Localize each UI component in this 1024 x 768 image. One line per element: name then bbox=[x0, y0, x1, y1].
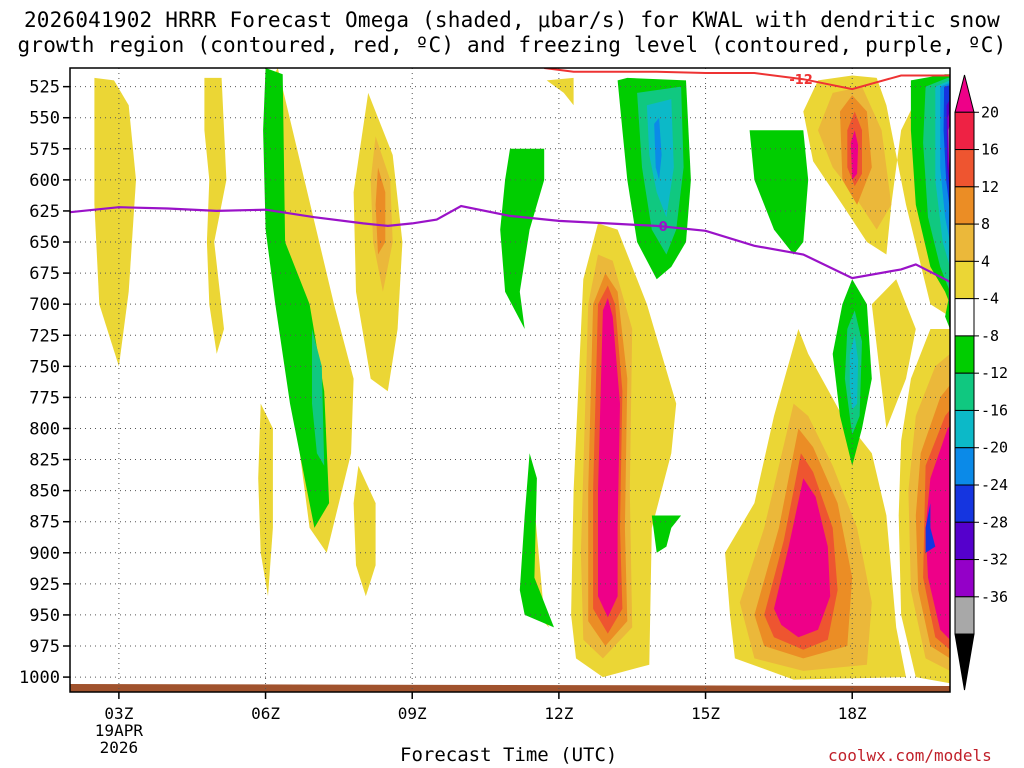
plot-frame bbox=[69, 67, 951, 693]
omega-region-4 bbox=[258, 403, 273, 597]
omega-region-4 bbox=[94, 77, 136, 367]
colorbar-label-2: 12 bbox=[981, 178, 999, 196]
omega-region-20 bbox=[925, 426, 950, 640]
x-tick-label-09Z: 09Z bbox=[398, 704, 427, 723]
y-tick-label-875: 875 bbox=[29, 513, 60, 533]
y-tick-label-625: 625 bbox=[29, 202, 60, 222]
colorbar-band-3 bbox=[954, 186, 975, 225]
colorbar-band-6 bbox=[954, 298, 975, 337]
colorbar-bottom-arrow bbox=[954, 633, 975, 691]
freezing-level-label: 0 bbox=[659, 220, 668, 235]
terrain-ground-band bbox=[70, 684, 950, 692]
omega-region--4 bbox=[749, 130, 809, 255]
colorbar-label-3: 8 bbox=[981, 215, 990, 233]
omega-region--16 bbox=[654, 117, 662, 180]
omega-region--4 bbox=[500, 148, 545, 329]
y-tick-label-525: 525 bbox=[29, 78, 60, 98]
chart-title-line-1: 2026041902 HRRR Forecast Omega (shaded, … bbox=[23, 8, 1001, 32]
x-tick-label-03Z: 03Z bbox=[104, 704, 133, 723]
colorbar-band-7 bbox=[954, 335, 975, 374]
omega-region-20 bbox=[850, 130, 859, 180]
omega-region-20 bbox=[774, 478, 831, 638]
colorbar-label-9: -20 bbox=[981, 439, 1008, 457]
omega-region--4 bbox=[263, 68, 330, 528]
omega-shading bbox=[94, 68, 950, 684]
omega-region-4 bbox=[871, 279, 916, 429]
y-tick-label-1000: 1000 bbox=[19, 668, 60, 688]
date-label: 19APR bbox=[95, 721, 144, 740]
colorbar-label-5: -4 bbox=[981, 290, 999, 308]
dgz-contour-line bbox=[544, 68, 950, 91]
omega-region--4 bbox=[651, 515, 682, 553]
y-tick-label-750: 750 bbox=[29, 357, 60, 377]
dgz-contour-label: -12 bbox=[789, 73, 813, 88]
y-tick-label-650: 650 bbox=[29, 233, 60, 253]
y-tick-label-675: 675 bbox=[29, 264, 60, 284]
colorbar: 20 16 12 8 4 -4 -8 -12 -16 -20 -24 -28 -32 -36 bbox=[954, 74, 1008, 691]
y-tick-label-850: 850 bbox=[29, 482, 60, 502]
colorbar-label-4: 4 bbox=[981, 252, 990, 270]
colorbar-label-0: 20 bbox=[981, 103, 999, 121]
y-tick-label-975: 975 bbox=[29, 637, 60, 657]
colorbar-top-arrow bbox=[954, 74, 975, 113]
omega-region--20 bbox=[925, 503, 936, 553]
y-tick-label-925: 925 bbox=[29, 575, 60, 595]
omega-region--8 bbox=[312, 329, 325, 466]
omega-region-4 bbox=[353, 465, 376, 597]
chart-title-line-2: growth region (contoured, red, ºC) and f… bbox=[17, 33, 1007, 57]
y-tick-label-550: 550 bbox=[29, 109, 60, 129]
ground-band bbox=[70, 684, 950, 692]
colorbar-band-4 bbox=[954, 223, 975, 262]
credit-link[interactable]: coolwx.com/models bbox=[828, 746, 992, 765]
x-tick-label-06Z: 06Z bbox=[251, 704, 280, 723]
x-tick-label-18Z: 18Z bbox=[838, 704, 867, 723]
y-tick-label-725: 725 bbox=[29, 326, 60, 346]
x-tick-label-15Z: 15Z bbox=[691, 704, 720, 723]
colorbar-band-5 bbox=[954, 260, 975, 300]
x-tick-label-12Z: 12Z bbox=[544, 704, 573, 723]
colorbar-band-13 bbox=[954, 559, 975, 598]
colorbar-label-8: -16 bbox=[981, 401, 1008, 419]
axes: 525 550 575 600 625 650 675 700 725 750 775 800 825 8… bbox=[19, 67, 951, 757]
year-label: 2026 bbox=[100, 738, 139, 757]
colorbar-band-8 bbox=[954, 372, 975, 411]
omega-region--4 bbox=[945, 291, 950, 329]
y-tick-label-950: 950 bbox=[29, 606, 60, 626]
x-axis-label: Forecast Time (UTC) bbox=[400, 744, 618, 766]
colorbar-band-11 bbox=[954, 484, 975, 523]
y-tick-label-825: 825 bbox=[29, 451, 60, 471]
colorbar-label-1: 16 bbox=[981, 141, 999, 159]
colorbar-label-11: -28 bbox=[981, 513, 1008, 531]
colorbar-band-9 bbox=[954, 409, 975, 449]
colorbar-band-12 bbox=[954, 521, 975, 561]
colorbar-label-12: -32 bbox=[981, 551, 1008, 569]
grid-lines bbox=[70, 68, 950, 692]
omega-region-4 bbox=[204, 77, 227, 354]
y-tick-label-600: 600 bbox=[29, 171, 60, 191]
y-tick-label-700: 700 bbox=[29, 295, 60, 315]
colorbar-band-2 bbox=[954, 149, 975, 188]
y-tick-label-800: 800 bbox=[29, 419, 60, 439]
colorbar-label-6: -8 bbox=[981, 327, 999, 345]
y-tick-label-775: 775 bbox=[29, 388, 60, 408]
y-tick-label-575: 575 bbox=[29, 140, 60, 160]
contour-lines: 0 -12 bbox=[70, 68, 950, 305]
colorbar-label-13: -36 bbox=[981, 588, 1008, 606]
colorbar-label-10: -24 bbox=[981, 476, 1008, 494]
y-tick-label-900: 900 bbox=[29, 544, 60, 564]
omega-region-4 bbox=[270, 68, 354, 553]
freezing-level-line bbox=[70, 204, 950, 305]
omega-region--4 bbox=[519, 453, 554, 628]
omega-region-4 bbox=[546, 77, 574, 106]
colorbar-band-1 bbox=[954, 111, 975, 151]
colorbar-band-14 bbox=[954, 596, 975, 635]
colorbar-label-7: -12 bbox=[981, 364, 1008, 382]
omega-region-20 bbox=[598, 298, 620, 618]
colorbar-band-10 bbox=[954, 447, 975, 486]
